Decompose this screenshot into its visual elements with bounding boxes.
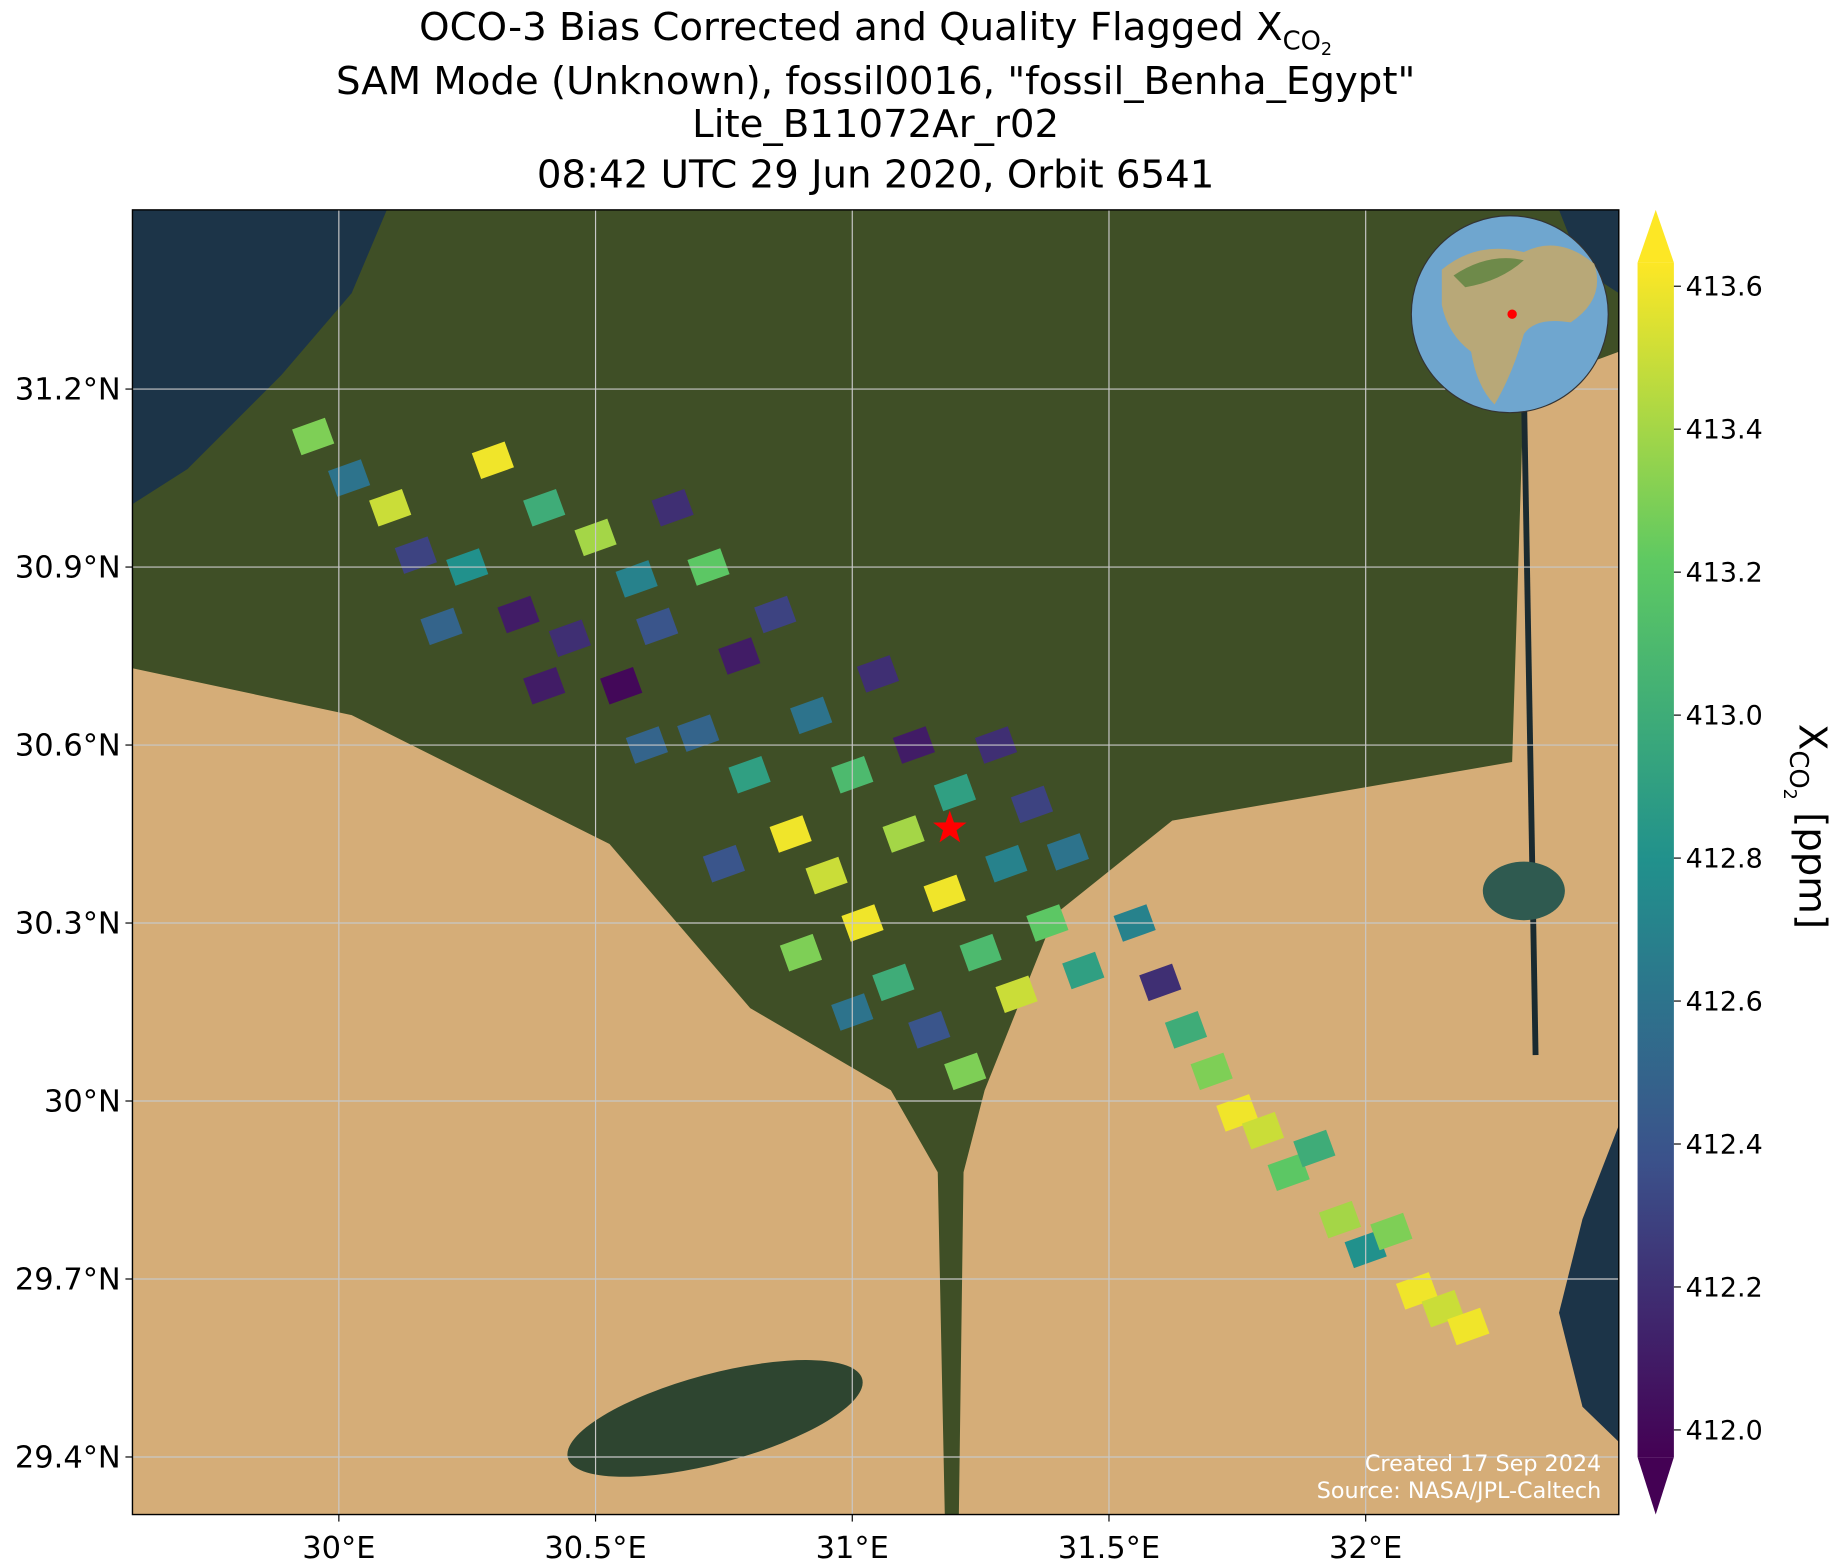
- colorbar-tick-label: 412.2: [1686, 1272, 1763, 1303]
- sounding: [1370, 1212, 1413, 1251]
- sounding: [1139, 963, 1182, 1002]
- sounding: [882, 815, 925, 853]
- sounding: [718, 637, 761, 675]
- sounding: [548, 619, 591, 657]
- sea: [1559, 209, 1619, 294]
- colorbar-tick-label: 413.4: [1686, 415, 1763, 446]
- sounding: [1062, 951, 1105, 990]
- sounding: [769, 815, 812, 853]
- sounding: [369, 488, 412, 527]
- colorbar-tick-label: 412.6: [1686, 986, 1763, 1017]
- sounding: [615, 560, 658, 598]
- colorbar-tick-label: 413.6: [1686, 272, 1763, 303]
- footer: Created 17 Sep 2024: [1365, 1451, 1601, 1477]
- soundings: [292, 417, 1490, 1346]
- y-tick-label: 29.4°N: [15, 1441, 121, 1476]
- sounding: [754, 595, 797, 634]
- sounding: [872, 963, 915, 1002]
- sounding: [1318, 1200, 1362, 1239]
- sounding: [1164, 1011, 1208, 1049]
- colorbar-label-unit: [ppm]: [1789, 800, 1834, 929]
- sounding: [1267, 1153, 1310, 1191]
- subtitle: SAM Mode (Unknown), fossil0016, "fossil_…: [336, 59, 1415, 104]
- sea: [132, 209, 387, 505]
- canal: [1520, 386, 1539, 1056]
- colorbar-tick-label: 412.0: [1686, 1415, 1763, 1446]
- lake: [567, 1360, 863, 1477]
- sounding: [523, 666, 566, 705]
- sounding: [702, 844, 746, 883]
- x-tick-label: 30.5°E: [544, 1531, 646, 1565]
- sounding: [394, 536, 437, 574]
- basemap: [132, 209, 1619, 1515]
- sounding: [779, 933, 823, 972]
- colorbar-extend: [1637, 1457, 1674, 1515]
- sounding: [600, 666, 643, 705]
- x-tick-label: 32°E: [1329, 1531, 1402, 1565]
- y-tick-label: 31.2°N: [15, 373, 121, 408]
- colorbar-label: XCO2 [ppm]: [1779, 724, 1834, 929]
- sounding: [1241, 1111, 1285, 1150]
- sounding: [790, 696, 833, 735]
- y-tick-label: 30.3°N: [15, 907, 121, 942]
- y-tick-label: 30.9°N: [15, 551, 121, 586]
- colorbar: [1637, 262, 1674, 1458]
- sounding: [471, 441, 514, 480]
- title-subsubscript: 2: [1321, 40, 1332, 60]
- sounding: [1447, 1307, 1490, 1346]
- sounding: [497, 595, 540, 634]
- x-tick-label: 31°E: [816, 1531, 889, 1565]
- subtitle: 08:42 UTC 29 Jun 2020, Orbit 6541: [537, 153, 1214, 198]
- x-tick-label: 31.5°E: [1058, 1531, 1160, 1565]
- sounding: [959, 933, 1002, 972]
- nile-delta: [132, 209, 1619, 1515]
- sounding: [995, 975, 1038, 1013]
- lake: [1482, 861, 1565, 921]
- site-marker: [933, 810, 967, 843]
- colorbar-label-text: X: [1789, 724, 1834, 751]
- y-tick-label: 30°N: [44, 1085, 121, 1120]
- sounding: [420, 607, 463, 646]
- globe-land: [1453, 258, 1524, 288]
- colorbar-tick-label: 412.4: [1686, 1129, 1763, 1160]
- title: OCO-3 Bias Corrected and Quality Flagged…: [419, 5, 1332, 60]
- sounding: [1046, 833, 1090, 871]
- colorbar-label-subscript: CO: [1783, 750, 1813, 788]
- sounding: [292, 417, 335, 456]
- sounding: [985, 844, 1028, 883]
- sounding: [944, 1052, 987, 1091]
- colorbar-tick-label: 413.0: [1686, 700, 1763, 731]
- colorbar-extend: [1637, 209, 1674, 263]
- sounding: [923, 874, 966, 913]
- colorbar-tick-label: 413.2: [1686, 558, 1763, 589]
- y-tick-label: 29.7°N: [15, 1263, 121, 1298]
- sea: [1559, 1125, 1619, 1442]
- footer: Source: NASA/JPL-Caltech: [1317, 1478, 1601, 1504]
- globe-land: [1441, 245, 1598, 405]
- sounding: [933, 773, 977, 812]
- globe-site: [1507, 309, 1517, 319]
- sounding: [805, 856, 848, 895]
- colorbar-tick-label: 412.8: [1686, 843, 1763, 874]
- sounding: [856, 655, 900, 693]
- x-tick-label: 30°E: [302, 1531, 375, 1565]
- colorbar-label-subsubscript: 2: [1779, 789, 1799, 800]
- title-subscript: CO: [1283, 26, 1321, 56]
- grid: [132, 209, 1619, 1515]
- sounding: [1293, 1129, 1336, 1168]
- sounding: [1190, 1052, 1233, 1091]
- sounding: [728, 755, 771, 794]
- subtitle: Lite_B11072Ar_r02: [692, 102, 1059, 147]
- map-frame: [131, 209, 1620, 1516]
- sounding: [651, 488, 694, 527]
- sounding: [908, 1011, 951, 1049]
- y-tick-label: 30.6°N: [15, 729, 121, 764]
- sounding: [636, 607, 679, 646]
- sounding: [1010, 785, 1054, 824]
- sounding: [523, 488, 566, 527]
- sounding: [677, 714, 720, 752]
- title-text: OCO-3 Bias Corrected and Quality Flagged…: [419, 5, 1282, 50]
